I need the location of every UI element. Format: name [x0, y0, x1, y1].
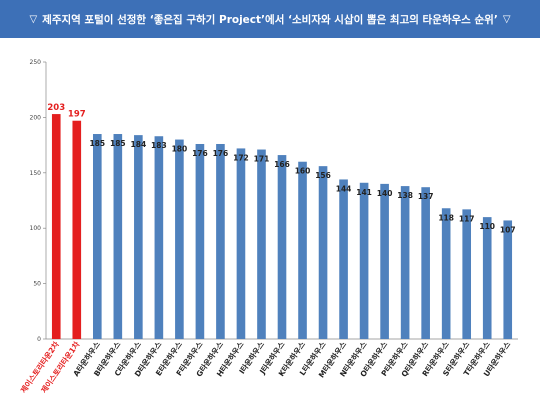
- bar: [462, 209, 472, 339]
- y-tick-label: 100: [30, 225, 42, 232]
- bar: [175, 139, 184, 339]
- data-label: 197: [68, 110, 86, 120]
- bar-chart: 050100150200250203제이스토리타운2차197제이스토리타운1차1…: [18, 59, 518, 395]
- bar: [441, 208, 451, 339]
- data-label: 110: [479, 222, 495, 231]
- data-label: 180: [172, 145, 188, 154]
- data-label: 176: [192, 149, 208, 158]
- y-tick-label: 250: [30, 59, 42, 66]
- chart-area: 0 50 100 150 200 250 203 제이스토리타운2차 197 제이스토리타운1차 1…: [0, 38, 540, 405]
- bar: [216, 143, 225, 339]
- bar: [339, 179, 348, 339]
- chart-title-banner: ▽ 제주지역 포털이 선정한 ‘좋은집 구하기 Project’에서 ‘소비자와…: [0, 0, 540, 38]
- data-label: 185: [89, 139, 105, 148]
- bar: [134, 135, 143, 339]
- chart-title: 제주지역 포털이 선정한 ‘좋은집 구하기 Project’에서 ‘소비자와 시…: [42, 13, 498, 26]
- y-tick-label: 150: [30, 170, 42, 177]
- bar: [51, 114, 61, 340]
- data-label: 117: [459, 214, 475, 223]
- y-tick-label: 50: [33, 281, 41, 288]
- bar: [380, 183, 389, 339]
- bar: [359, 182, 369, 339]
- data-label: 118: [438, 213, 454, 222]
- data-label: 171: [254, 155, 270, 164]
- data-label: 140: [377, 189, 393, 198]
- data-label: 183: [151, 141, 167, 150]
- data-label: 184: [131, 140, 147, 149]
- data-label: 144: [336, 184, 352, 193]
- data-label: 166: [274, 160, 290, 169]
- data-label: 107: [500, 225, 516, 234]
- data-label: 141: [356, 188, 372, 197]
- data-label: 137: [418, 192, 434, 201]
- bar: [298, 161, 307, 339]
- bar: [400, 186, 410, 339]
- bar: [236, 148, 246, 339]
- bar: [318, 166, 328, 339]
- bar: [154, 136, 164, 339]
- data-label: 172: [233, 153, 249, 162]
- bar: [277, 155, 287, 339]
- bar: [257, 149, 266, 339]
- bar: [195, 143, 205, 339]
- data-label: 160: [295, 167, 311, 176]
- data-label: 138: [397, 191, 413, 200]
- bar: [72, 120, 82, 339]
- data-label: 203: [47, 103, 65, 113]
- right-triangle-mark: ▽: [502, 13, 511, 25]
- data-label: 176: [213, 149, 229, 158]
- bar: [113, 134, 123, 339]
- bar: [421, 187, 430, 339]
- data-label: 156: [315, 171, 331, 180]
- y-tick-label: 0: [37, 336, 41, 343]
- bar: [482, 217, 492, 339]
- y-tick-label: 200: [30, 114, 42, 121]
- left-triangle-mark: ▽: [29, 13, 38, 25]
- bar: [92, 134, 102, 339]
- data-label: 185: [110, 139, 126, 148]
- bar: [503, 220, 513, 339]
